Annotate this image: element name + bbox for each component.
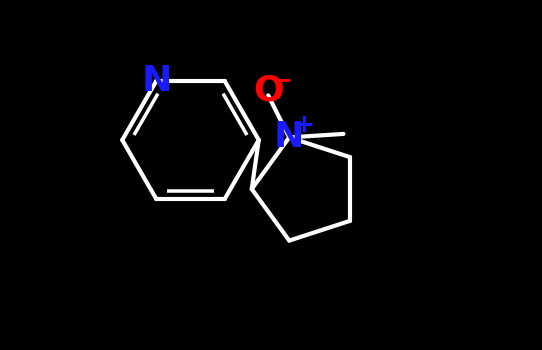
Text: N: N (141, 64, 172, 98)
Text: +: + (294, 113, 314, 137)
Text: −: − (271, 68, 292, 92)
Text: N: N (274, 120, 305, 154)
Text: O: O (253, 73, 283, 107)
